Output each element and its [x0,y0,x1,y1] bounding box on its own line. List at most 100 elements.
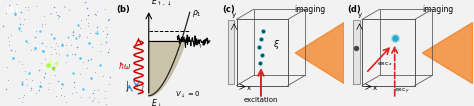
Point [18,83,26,84]
Point [21,70,28,72]
Point [57,95,64,96]
Point [69,34,76,36]
Point [54,14,62,16]
Point [52,42,59,44]
Point [58,83,65,84]
Point [94,89,102,91]
Point [16,60,23,61]
Point [20,95,27,96]
Text: ⟩: ⟩ [141,82,144,91]
Point [61,5,68,7]
Point [99,76,107,77]
Point [89,100,97,101]
Point [105,48,113,50]
Point [255,46,262,48]
Point [38,42,46,43]
Point [17,23,24,25]
Text: $\hbar\omega$: $\hbar\omega$ [118,60,131,71]
Point [92,14,100,15]
Point [15,97,22,99]
Point [61,6,69,8]
Point [55,53,63,55]
Point [2,13,10,14]
Text: $E_{\uparrow,\downarrow}$: $E_{\uparrow,\downarrow}$ [151,0,171,8]
Point [13,3,20,5]
Text: (d): (d) [347,5,361,14]
Point [31,36,39,38]
Point [67,44,75,46]
Point [53,14,60,15]
Point [57,87,65,89]
Point [55,80,62,82]
Point [54,17,62,19]
Text: $\xi$: $\xi$ [273,38,280,51]
Point [15,27,22,28]
Text: y: y [232,12,236,18]
Point [22,40,30,42]
Point [97,43,105,45]
Point [32,5,39,6]
Point [81,1,89,3]
Text: exc$_y$: exc$_y$ [394,86,410,96]
Point [68,92,75,94]
Point [102,103,110,105]
Point [94,32,101,33]
Point [256,62,264,64]
Point [58,44,65,46]
Point [107,76,114,78]
Point [68,54,76,55]
Point [55,16,63,17]
Point [8,34,15,36]
Point [38,25,46,26]
Point [58,42,66,44]
Point [24,42,32,44]
Text: imaging: imaging [294,5,326,14]
Point [84,22,92,24]
Point [72,91,79,93]
Point [11,13,19,15]
Point [50,69,58,70]
Point [76,73,84,75]
Point [4,37,12,38]
Point [69,30,76,32]
Point [96,64,103,66]
Point [18,11,25,13]
Point [3,67,10,68]
Point [77,96,85,98]
Point [93,10,100,12]
Polygon shape [422,22,473,84]
Point [11,11,18,13]
Point [91,97,98,99]
Point [49,67,57,69]
Text: $V_{\uparrow}$: $V_{\uparrow}$ [191,39,202,51]
Point [69,73,76,74]
Point [51,74,58,76]
Point [22,78,30,80]
Polygon shape [228,20,234,84]
Text: x: x [373,85,377,91]
Point [84,25,92,27]
Polygon shape [353,20,359,84]
Point [52,52,59,53]
Point [30,49,38,51]
Point [70,86,78,88]
Point [88,46,96,48]
Point [69,31,77,33]
Point [44,64,52,66]
Point [36,81,44,83]
Point [101,90,109,91]
Point [76,57,84,59]
Point [76,27,84,29]
Text: $V_{\downarrow}=0$: $V_{\downarrow}=0$ [175,90,201,99]
Point [96,51,104,52]
Point [70,81,78,83]
Point [103,33,110,35]
Point [101,8,109,10]
Point [260,30,267,31]
Point [45,82,53,84]
Point [50,6,58,8]
Point [41,59,48,60]
Point [33,92,40,94]
Point [257,38,265,40]
Point [102,41,109,43]
